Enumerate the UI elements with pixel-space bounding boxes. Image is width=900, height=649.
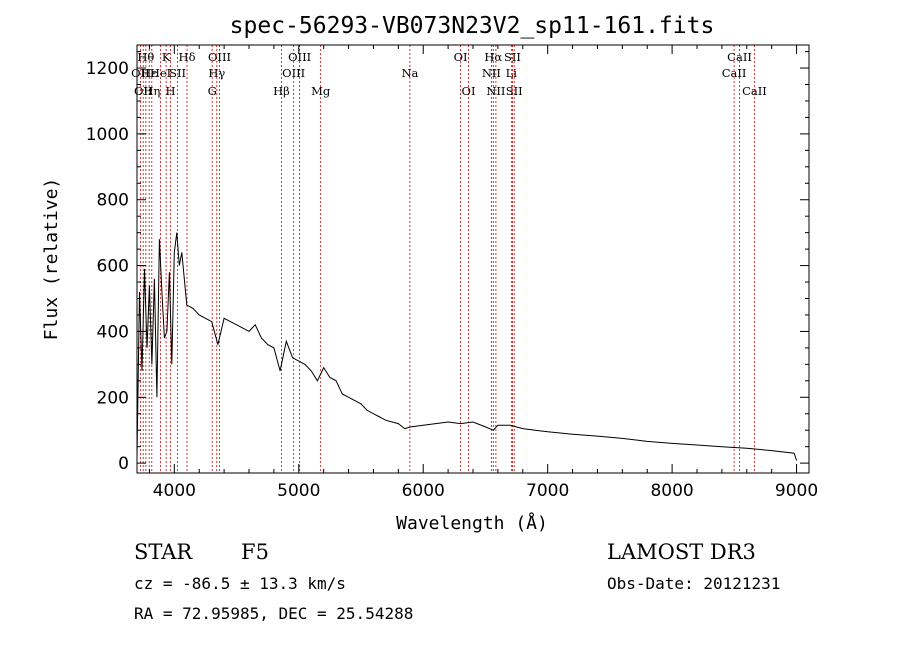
emission-line-label: SII (504, 50, 521, 64)
emission-line-label: Li (506, 66, 518, 80)
emission-line-label: OI (454, 50, 468, 64)
emission-line-label: NII (482, 66, 501, 80)
x-tick-label: 5000 (277, 481, 320, 501)
emission-line-label: CaII (722, 66, 747, 80)
y-tick-label: 600 (97, 257, 129, 277)
emission-line-labels: OII OII Hθ Hε Hη HeI K H SII Hδ G Hγ OIII Hβ OIII OIII M… (131, 50, 767, 98)
spectrum-series-line (136, 232, 798, 461)
observation-date: Obs-Date: 20121231 (607, 574, 780, 593)
emission-line-label: Hδ (179, 50, 196, 64)
y-tick-label: 1000 (86, 125, 129, 145)
emission-line-label: OIII (288, 50, 311, 64)
survey-name: LAMOST DR3 (607, 540, 756, 564)
y-tick-label: 400 (97, 322, 129, 342)
plot-frame (136, 44, 810, 474)
x-tick-label: 6000 (402, 481, 445, 501)
y-axis: 0 200 400 600 800 1000 1200 (86, 51, 809, 474)
emission-line-label: H (165, 84, 175, 98)
redshift-readout: cz = -86.5 ± 13.3 km/s (134, 574, 346, 593)
y-tick-label: 1200 (86, 59, 129, 79)
emission-line-label: OII (134, 84, 153, 98)
coordinates-readout: RA = 72.95985, DEC = 25.54288 (134, 604, 413, 623)
emission-line-markers (139, 45, 755, 473)
emission-line-label: SII (169, 66, 186, 80)
y-tick-label: 200 (97, 388, 129, 408)
chart-title: spec-56293-VB073N23V2_sp11-161.fits (230, 13, 715, 39)
x-axis-label: Wavelength (Å) (396, 512, 548, 534)
x-axis: 4000 5000 6000 7000 8000 9000 (148, 45, 818, 501)
emission-line-label: Hα (484, 50, 502, 64)
emission-line-label: OIII (282, 66, 305, 80)
emission-line-label: HeI (150, 66, 171, 80)
emission-line-label: Hβ (273, 84, 290, 98)
emission-line-label: NII (486, 84, 505, 98)
emission-line-label: Hθ (137, 50, 154, 64)
emission-line-label: OI (462, 84, 476, 98)
x-tick-label: 7000 (526, 481, 569, 501)
object-subclass: F5 (241, 540, 269, 564)
y-tick-label: 800 (97, 191, 129, 211)
emission-line-label: CaII (727, 50, 752, 64)
emission-line-label: Na (401, 66, 418, 80)
y-axis-label: Flux (relative) (41, 178, 62, 341)
emission-line-label: Hε (141, 66, 157, 80)
emission-line-label: Mg (311, 84, 331, 98)
emission-line-label: Hη (143, 84, 160, 98)
emission-line-label: OIII (208, 50, 231, 64)
emission-line-label: CaII (742, 84, 767, 98)
emission-line-label: K (162, 50, 171, 64)
emission-line-label: OII (131, 66, 150, 80)
y-tick-label: 0 (118, 454, 129, 474)
emission-line-label: SII (506, 84, 523, 98)
x-tick-label: 9000 (775, 481, 818, 501)
x-tick-label: 4000 (153, 481, 196, 501)
emission-line-label: G (208, 84, 217, 98)
object-class: STAR (134, 540, 193, 564)
emission-line-label: Hγ (208, 66, 225, 80)
x-tick-label: 8000 (650, 481, 693, 501)
